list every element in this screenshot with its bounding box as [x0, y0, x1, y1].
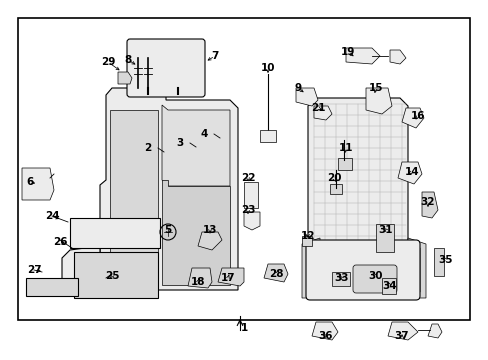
Polygon shape: [218, 268, 244, 286]
Polygon shape: [244, 212, 260, 230]
Polygon shape: [62, 246, 100, 292]
Polygon shape: [198, 232, 222, 250]
Text: 17: 17: [220, 273, 235, 283]
Polygon shape: [295, 88, 317, 106]
Text: 7: 7: [211, 51, 218, 61]
Polygon shape: [397, 162, 421, 184]
Text: 22: 22: [240, 173, 255, 183]
Text: 27: 27: [27, 265, 41, 275]
Bar: [18, 18, 469, 320]
Polygon shape: [162, 180, 229, 285]
Text: 29: 29: [101, 57, 115, 67]
Text: 16: 16: [410, 111, 425, 121]
Polygon shape: [302, 238, 425, 298]
Text: 9: 9: [294, 83, 301, 93]
Polygon shape: [110, 110, 158, 285]
Text: 25: 25: [104, 271, 119, 281]
Text: 4: 4: [200, 129, 207, 139]
Polygon shape: [264, 264, 287, 282]
Text: 33: 33: [334, 273, 348, 283]
Bar: [331, 272, 349, 286]
Text: 21: 21: [310, 103, 325, 113]
Text: 34: 34: [382, 281, 397, 291]
Bar: [375, 224, 393, 252]
Polygon shape: [389, 50, 405, 64]
Polygon shape: [307, 98, 407, 298]
Polygon shape: [70, 218, 160, 248]
Polygon shape: [22, 168, 54, 200]
FancyBboxPatch shape: [305, 240, 419, 300]
Polygon shape: [187, 268, 212, 288]
Polygon shape: [401, 108, 423, 128]
Text: 32: 32: [420, 197, 434, 207]
Text: 36: 36: [318, 331, 332, 341]
FancyBboxPatch shape: [352, 265, 396, 293]
Bar: [433, 248, 443, 276]
Text: 31: 31: [378, 225, 392, 235]
Text: 3: 3: [176, 138, 183, 148]
Text: 1: 1: [240, 323, 247, 333]
Text: 28: 28: [268, 269, 283, 279]
Bar: [244, 182, 258, 208]
Text: 15: 15: [368, 83, 383, 93]
FancyBboxPatch shape: [127, 39, 204, 97]
Polygon shape: [260, 130, 275, 142]
Polygon shape: [313, 106, 331, 120]
Polygon shape: [100, 88, 238, 290]
Text: 37: 37: [394, 331, 408, 341]
Text: 24: 24: [44, 211, 59, 221]
Bar: [329, 184, 341, 194]
Text: 12: 12: [300, 231, 315, 241]
Text: 13: 13: [203, 225, 217, 235]
Text: 8: 8: [124, 55, 131, 65]
Text: 6: 6: [26, 177, 34, 187]
Polygon shape: [162, 105, 229, 186]
Text: 20: 20: [326, 173, 341, 183]
Polygon shape: [421, 192, 437, 218]
Polygon shape: [118, 72, 132, 84]
Text: 11: 11: [338, 143, 352, 153]
Text: 18: 18: [190, 277, 205, 287]
Text: 26: 26: [53, 237, 67, 247]
Polygon shape: [365, 88, 391, 114]
Text: 30: 30: [368, 271, 383, 281]
Text: 19: 19: [340, 47, 354, 57]
Text: 10: 10: [260, 63, 275, 73]
Text: 35: 35: [438, 255, 452, 265]
Polygon shape: [74, 252, 158, 298]
Bar: [381, 278, 395, 294]
Polygon shape: [387, 322, 417, 340]
Bar: [302, 236, 311, 246]
Text: 23: 23: [240, 205, 255, 215]
Text: 2: 2: [144, 143, 151, 153]
Bar: [26, 278, 78, 296]
Polygon shape: [311, 322, 337, 340]
Polygon shape: [427, 324, 441, 338]
Text: 5: 5: [164, 225, 171, 235]
Bar: [337, 158, 351, 170]
Text: 14: 14: [404, 167, 418, 177]
Polygon shape: [346, 48, 379, 64]
